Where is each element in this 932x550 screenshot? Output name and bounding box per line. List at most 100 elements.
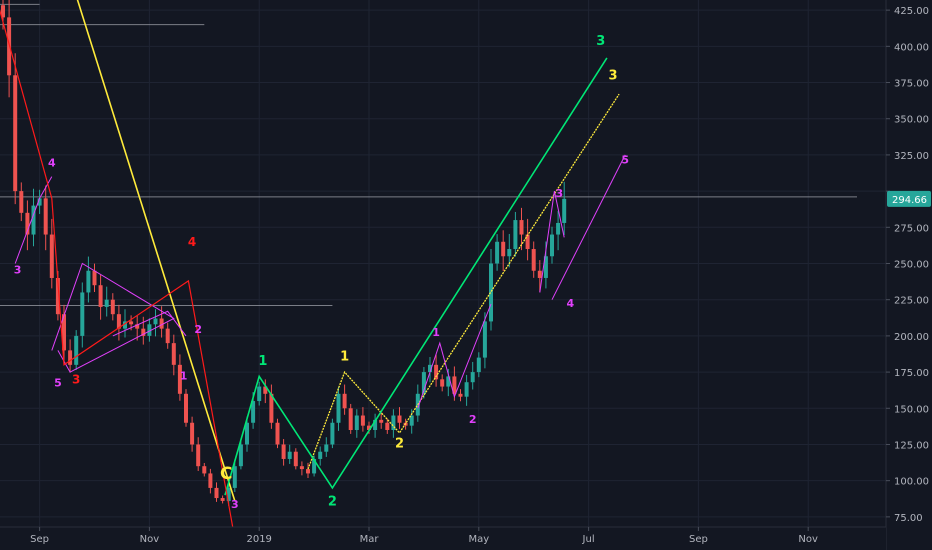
price-axis[interactable]: 75.00 100.00 125.00 150.00 175.00 200.00 225.0… bbox=[885, 0, 932, 550]
candle-body bbox=[275, 422, 280, 445]
candle-body bbox=[299, 466, 304, 470]
time-axis[interactable]: Sep Nov 2019 Mar May Jul Sep Nov bbox=[0, 526, 886, 550]
candle-body bbox=[367, 425, 371, 430]
price-tick-label: 200.00 bbox=[894, 332, 929, 343]
candle-body bbox=[7, 17, 12, 76]
price-tick-label: 175.00 bbox=[894, 368, 929, 379]
last-price-badge: 294.66 bbox=[887, 190, 931, 207]
candle-body bbox=[165, 328, 170, 344]
candle-body bbox=[110, 299, 115, 315]
candle-body bbox=[13, 75, 18, 192]
candle-body bbox=[202, 466, 207, 474]
candle-body bbox=[513, 220, 518, 250]
candle-body bbox=[68, 350, 73, 365]
price-tick-label: 250.00 bbox=[894, 260, 929, 271]
candle-body bbox=[141, 328, 146, 336]
candle-body bbox=[421, 372, 426, 394]
candle-body bbox=[25, 212, 30, 235]
price-tick-label: 375.00 bbox=[894, 79, 929, 90]
candle-body bbox=[385, 422, 390, 430]
magenta-wave bbox=[112, 310, 187, 337]
candle-body bbox=[98, 285, 103, 307]
candle-body bbox=[171, 343, 176, 365]
candle-body bbox=[62, 314, 66, 351]
magenta-wave-label: 3 bbox=[14, 264, 22, 277]
magenta-wave-label: 4 bbox=[566, 297, 574, 310]
candle-body bbox=[482, 321, 487, 358]
time-axis-bg bbox=[0, 527, 886, 550]
candle-body bbox=[458, 393, 463, 397]
magenta-wave-label: 3 bbox=[555, 187, 563, 200]
candle-body bbox=[476, 357, 481, 373]
magenta-wave-label: 3 bbox=[231, 498, 239, 511]
candle-body bbox=[177, 364, 182, 394]
price-tick-label: 125.00 bbox=[894, 440, 929, 451]
candle-body bbox=[116, 314, 121, 329]
candle-body bbox=[269, 393, 274, 423]
candle-body bbox=[31, 205, 36, 235]
yellow-trendline bbox=[76, 0, 236, 502]
candle-body bbox=[525, 234, 530, 250]
magenta-wave-label: 2 bbox=[469, 413, 477, 426]
red-wave bbox=[0, 8, 236, 539]
price-tick-label: 150.00 bbox=[894, 404, 929, 415]
candle-body bbox=[92, 270, 97, 286]
candle-body bbox=[360, 415, 365, 426]
candle-body bbox=[55, 277, 60, 315]
candle-body bbox=[342, 393, 347, 409]
magenta-wave-label: 5 bbox=[621, 154, 629, 167]
candle-body bbox=[220, 498, 225, 501]
candle-body bbox=[1, 5, 5, 18]
candle-body bbox=[336, 393, 341, 423]
yellow-wave-label: C bbox=[220, 464, 232, 484]
candle-body bbox=[184, 393, 188, 423]
magenta-wave bbox=[539, 190, 565, 293]
candle-body bbox=[428, 364, 432, 373]
candle-body bbox=[123, 321, 127, 329]
candle-body bbox=[49, 234, 54, 278]
price-tick-label: 75.00 bbox=[894, 513, 923, 524]
candle-body bbox=[74, 335, 79, 365]
price-tick-label: 325.00 bbox=[894, 151, 929, 162]
candle-body bbox=[434, 364, 439, 380]
price-tick-label: 225.00 bbox=[894, 296, 929, 307]
candle-body bbox=[80, 292, 85, 336]
candle-body bbox=[251, 401, 256, 423]
candle-body bbox=[293, 451, 298, 467]
candle-body bbox=[397, 415, 402, 423]
candle-body bbox=[531, 249, 536, 271]
candle-body bbox=[238, 444, 243, 467]
candle-body bbox=[263, 386, 268, 394]
candle-body bbox=[43, 198, 48, 235]
time-tick-label: Jul bbox=[582, 534, 595, 545]
candle-body bbox=[446, 376, 451, 387]
magenta-wave-label: 4 bbox=[48, 156, 56, 169]
yellow-wave-label: 3 bbox=[608, 69, 617, 84]
candle-body bbox=[379, 419, 384, 423]
candle-body bbox=[135, 324, 140, 329]
price-axis-bg bbox=[886, 0, 932, 550]
red-wave-label: 4 bbox=[188, 235, 196, 249]
candle-body bbox=[556, 222, 561, 235]
elliott-annotations bbox=[0, 0, 626, 539]
candle-body bbox=[543, 256, 548, 278]
candle-body bbox=[440, 379, 445, 387]
candle-body bbox=[550, 234, 554, 257]
magenta-wave bbox=[51, 262, 175, 373]
yellow-wave-label: 1 bbox=[340, 350, 349, 365]
magenta-wave-label: 1 bbox=[180, 369, 188, 382]
candle-body bbox=[208, 473, 213, 488]
price-tick-label: 400.00 bbox=[894, 42, 929, 53]
time-tick-label: Nov bbox=[140, 534, 160, 545]
time-tick-label: Sep bbox=[30, 534, 49, 545]
candle-body bbox=[245, 422, 249, 445]
candle-body bbox=[153, 318, 158, 325]
green-impulse bbox=[224, 57, 608, 496]
candle-body bbox=[318, 451, 323, 459]
magenta-wave-label: 1 bbox=[432, 326, 440, 339]
price-tick-label: 100.00 bbox=[894, 477, 929, 488]
candle-body bbox=[196, 444, 201, 467]
candle-body bbox=[537, 270, 542, 278]
